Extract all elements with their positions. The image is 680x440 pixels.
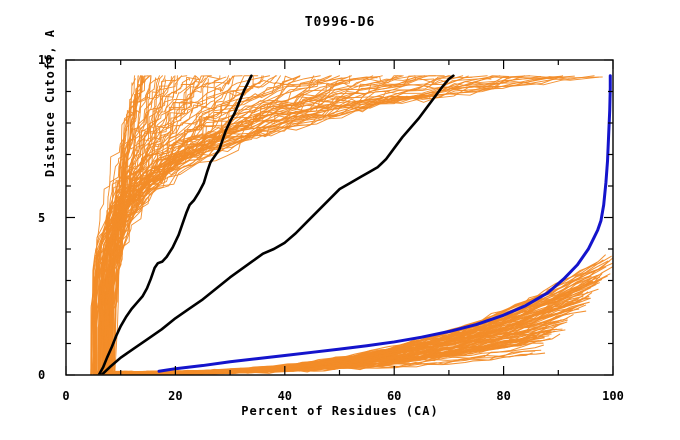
x-tick-80: 80: [496, 389, 511, 403]
x-axis-label: Percent of Residues (CA): [241, 404, 439, 418]
series-layer: [97, 74, 612, 375]
page-title: T0996-D6: [304, 15, 376, 30]
axis-layer: [65, 59, 614, 376]
series-highlight-model: [157, 74, 612, 373]
x-tick-60: 60: [386, 389, 402, 403]
x-tick-0: 0: [62, 389, 70, 403]
x-tick-40: 40: [277, 389, 293, 403]
series-reference-model-a: [97, 74, 253, 375]
x-tick-20: 20: [168, 389, 183, 403]
y-tick-5: 5: [38, 210, 46, 225]
y-tick-0: 0: [38, 368, 46, 382]
x-tick-100: 100: [602, 389, 624, 403]
series-reference-model-b: [100, 74, 455, 375]
y-axis-label: Distance Cutoff, A: [43, 28, 57, 178]
background-curves-layer: [90, 75, 613, 375]
y-tick-10: 10: [38, 53, 53, 67]
